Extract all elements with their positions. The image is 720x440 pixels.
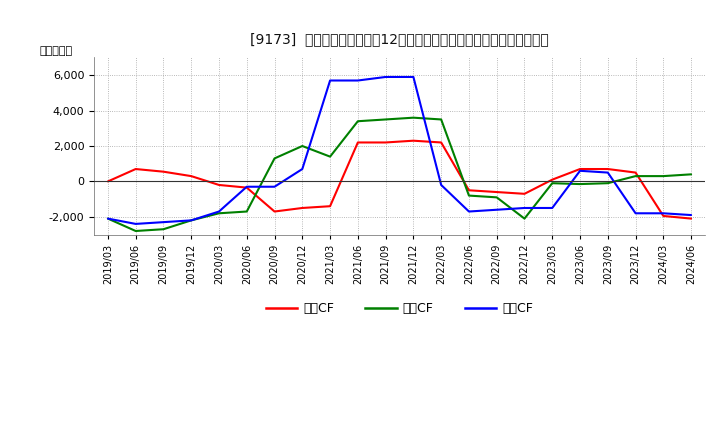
フリCF — [270, 184, 279, 189]
投賄CF — [382, 117, 390, 122]
営業CF — [131, 166, 140, 172]
投賄CF — [270, 156, 279, 161]
投賄CF — [437, 117, 446, 122]
営業CF — [104, 179, 112, 184]
フリCF — [576, 168, 585, 173]
フリCF — [159, 220, 168, 225]
投賄CF — [131, 228, 140, 234]
営業CF — [520, 191, 528, 196]
Line: 投賄CF: 投賄CF — [108, 117, 691, 231]
投賄CF — [325, 154, 334, 159]
Legend: 営業CF, 投賄CF, フリCF: 営業CF, 投賄CF, フリCF — [261, 297, 539, 320]
投賄CF — [215, 211, 223, 216]
営業CF — [492, 189, 501, 194]
フリCF — [520, 205, 528, 211]
営業CF — [159, 169, 168, 174]
営業CF — [576, 166, 585, 172]
投賄CF — [548, 180, 557, 186]
フリCF — [187, 218, 196, 223]
営業CF — [464, 187, 473, 193]
フリCF — [603, 170, 612, 175]
フリCF — [687, 213, 696, 218]
投賄CF — [243, 209, 251, 214]
フリCF — [215, 209, 223, 214]
営業CF — [659, 213, 667, 219]
投賄CF — [631, 173, 640, 179]
営業CF — [354, 140, 362, 145]
営業CF — [548, 177, 557, 182]
営業CF — [687, 216, 696, 221]
投賄CF — [576, 181, 585, 187]
投賄CF — [159, 227, 168, 232]
投賄CF — [104, 216, 112, 221]
投賄CF — [187, 218, 196, 223]
投賄CF — [464, 193, 473, 198]
営業CF — [215, 182, 223, 187]
投賄CF — [492, 195, 501, 200]
営業CF — [603, 166, 612, 172]
営業CF — [631, 170, 640, 175]
フリCF — [659, 211, 667, 216]
フリCF — [492, 207, 501, 213]
営業CF — [298, 205, 307, 211]
投賄CF — [687, 172, 696, 177]
Line: フリCF: フリCF — [108, 77, 691, 224]
フリCF — [409, 74, 418, 80]
営業CF — [270, 209, 279, 214]
フリCF — [464, 209, 473, 214]
フリCF — [548, 205, 557, 211]
営業CF — [409, 138, 418, 143]
投賄CF — [354, 119, 362, 124]
投賄CF — [298, 143, 307, 149]
フリCF — [298, 166, 307, 172]
フリCF — [631, 211, 640, 216]
フリCF — [325, 78, 334, 83]
Line: 営業CF: 営業CF — [108, 141, 691, 219]
フリCF — [104, 216, 112, 221]
フリCF — [131, 221, 140, 227]
投賄CF — [659, 173, 667, 179]
Title: [9173]  キャッシュフローの12か月移動合計の対前年同期増減額の推移: [9173] キャッシュフローの12か月移動合計の対前年同期増減額の推移 — [250, 33, 549, 47]
フリCF — [243, 184, 251, 189]
営業CF — [325, 204, 334, 209]
営業CF — [187, 173, 196, 179]
営業CF — [243, 185, 251, 190]
営業CF — [382, 140, 390, 145]
投賄CF — [603, 180, 612, 186]
フリCF — [437, 182, 446, 187]
フリCF — [382, 74, 390, 80]
営業CF — [437, 140, 446, 145]
投賄CF — [520, 216, 528, 221]
Text: （百万円）: （百万円） — [39, 46, 72, 56]
投賄CF — [409, 115, 418, 120]
フリCF — [354, 78, 362, 83]
